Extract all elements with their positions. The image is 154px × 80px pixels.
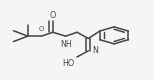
- Text: NH: NH: [60, 40, 72, 49]
- Text: N: N: [92, 46, 98, 55]
- Text: O: O: [50, 11, 56, 20]
- Text: O: O: [39, 26, 44, 32]
- Text: HO: HO: [63, 59, 75, 68]
